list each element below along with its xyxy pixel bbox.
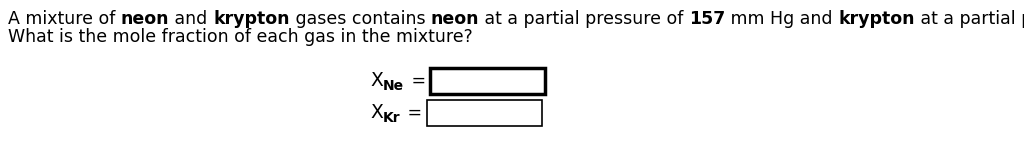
Text: at a partial pressure of: at a partial pressure of: [479, 10, 689, 28]
Text: Ne: Ne: [383, 79, 404, 93]
Text: =: =: [406, 72, 426, 90]
Text: =: =: [402, 104, 423, 122]
Text: mm Hg and: mm Hg and: [725, 10, 839, 28]
Text: 157: 157: [689, 10, 725, 28]
Text: and: and: [169, 10, 213, 28]
Text: X: X: [370, 71, 383, 90]
Text: gases contains: gases contains: [290, 10, 431, 28]
Text: Kr: Kr: [383, 111, 400, 125]
Text: krypton: krypton: [839, 10, 914, 28]
Text: at a partial pressure of: at a partial pressure of: [914, 10, 1024, 28]
Text: neon: neon: [431, 10, 479, 28]
Text: A mixture of: A mixture of: [8, 10, 121, 28]
Text: krypton: krypton: [213, 10, 290, 28]
Text: neon: neon: [121, 10, 169, 28]
Text: X: X: [370, 104, 383, 123]
Text: What is the mole fraction of each gas in the mixture?: What is the mole fraction of each gas in…: [8, 28, 473, 46]
